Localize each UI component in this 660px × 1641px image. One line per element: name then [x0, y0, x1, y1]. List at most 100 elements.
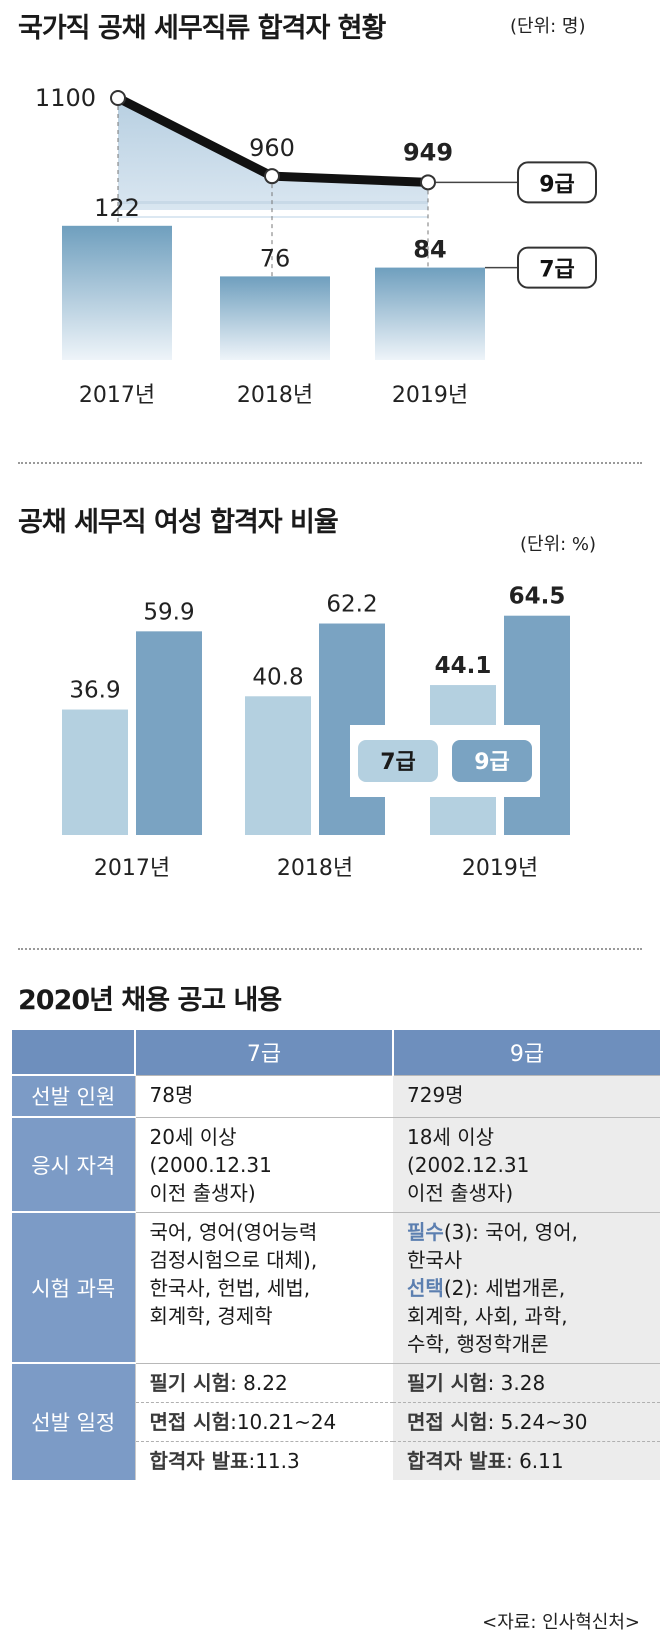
x-tick-label: 2017년 [94, 856, 170, 881]
table-row: 선발 인원 78명 729명 [12, 1074, 660, 1117]
quota-7grade: 78명 [134, 1074, 393, 1117]
choice-text: (2): 세법개론, [443, 1275, 566, 1300]
legend-label-7: 7급 [380, 750, 416, 775]
chart2-title: 공채 세무직 여성 합격자 비율 [18, 507, 339, 538]
bar-7grade [375, 267, 485, 360]
schedule-item-label: 면접 시험 [149, 1409, 231, 1434]
table-row: 응시 자격 20세 이상 (2000.12.31 이전 출생자) 18세 이상 … [12, 1116, 660, 1212]
schedule-9-interview: 면접 시험: 5.24~30 [393, 1401, 660, 1441]
x-tick-label: 2019년 [392, 383, 468, 408]
line-point [264, 168, 280, 185]
bar-7grade [220, 276, 330, 360]
source-note: <자료: 인사혁신처> [482, 1612, 640, 1633]
area-gap [118, 210, 428, 216]
bar-value-label: 122 [94, 194, 140, 222]
line-value-label: 1100 [35, 84, 96, 112]
x-tick-label: 2018년 [277, 856, 353, 881]
schedule-item-label: 합격자 발표 [407, 1448, 506, 1473]
line-area [118, 98, 428, 218]
section-divider-1 [18, 462, 642, 464]
schedule-9-announce: 합격자 발표: 6.11 [393, 1440, 660, 1480]
schedule-7-value: :10.21~24 [230, 1409, 337, 1434]
row-label-schedule: 선발 일정 [12, 1362, 135, 1480]
schedule-item-label: 합격자 발표 [149, 1448, 249, 1473]
bar-9grade [136, 631, 202, 835]
bar-7grade [245, 696, 311, 835]
row-label-subjects: 시험 과목 [12, 1211, 135, 1363]
table-row: 선발 일정 필기 시험: 8.22 필기 시험: 3.28 [12, 1362, 660, 1480]
schedule-7-written: 필기 시험: 8.22 [134, 1362, 393, 1402]
subjects-9-line: 한국사 [407, 1247, 463, 1272]
header-7grade: 7급 [134, 1030, 393, 1075]
line-value-label: 949 [403, 138, 453, 166]
table-header-row: 7급 9급 [12, 1030, 660, 1075]
subjects-9-choice: 선택(2): 세법개론, [407, 1274, 652, 1302]
line-point [420, 174, 436, 191]
schedule-item-label: 면접 시험 [407, 1409, 488, 1434]
legend-swatch-7 [358, 740, 438, 782]
bar-value-label: 36.9 [69, 678, 120, 704]
recruitment-table: 7급 9급 선발 인원 78명 729명 응시 자격 20세 이상 (2000.… [12, 1030, 660, 1480]
line-value-label: 960 [249, 134, 295, 162]
legend-box-7 [517, 246, 597, 289]
choice-label: 선택 [407, 1275, 444, 1300]
bar-value-label: 84 [413, 236, 446, 264]
eligibility-7-line: (2000.12.31 [149, 1152, 272, 1177]
schedule-7-value: :11.3 [248, 1448, 300, 1473]
eligibility-9-line: 이전 출생자) [407, 1180, 514, 1205]
chart1-unit: (단위: 명) [510, 16, 586, 37]
chart2-unit: (단위: %) [520, 534, 597, 555]
bar-value-label: 76 [260, 244, 291, 272]
legend-label-7: 7급 [539, 258, 575, 283]
chart1-svg: 122 2017년 76 2018년 84 2019년 1100 960 949 9급 7급 [35, 84, 597, 408]
subjects-7grade: 국어, 영어(영어능력 검정시험으로 대체), 한국사, 헌법, 세법, 회계학… [134, 1211, 393, 1363]
header-9grade: 9급 [392, 1030, 660, 1075]
line-point [110, 90, 126, 106]
schedule-9-value: : 5.24~30 [487, 1409, 588, 1434]
legend-label-9: 9급 [539, 172, 575, 197]
schedule-9-value: : 6.11 [505, 1448, 564, 1473]
section-divider-2 [18, 948, 642, 950]
subjects-9grade: 필수(3): 국어, 영어, 한국사 선택(2): 세법개론, 회계학, 사회,… [393, 1211, 660, 1363]
table-row: 면접 시험:10.21~24 면접 시험: 5.24~30 [12, 1401, 660, 1441]
table-row: 시험 과목 국어, 영어(영어능력 검정시험으로 대체), 한국사, 헌법, 세… [12, 1211, 660, 1363]
required-label: 필수 [407, 1219, 444, 1244]
area-band [118, 201, 428, 204]
bar-value-label: 44.1 [435, 653, 492, 679]
x-tick-label: 2017년 [79, 383, 155, 408]
subjects-7-line: 검정시험으로 대체), [149, 1247, 318, 1272]
legend-box-9 [517, 161, 597, 204]
legend-label-9: 9급 [474, 750, 510, 775]
bar-value-label: 64.5 [509, 584, 566, 610]
chart1-title: 국가직 공채 세무직류 합격자 현황 [18, 13, 386, 44]
schedule-9-value: : 3.28 [487, 1370, 546, 1395]
required-text: (3): 국어, 영어, [443, 1219, 578, 1244]
eligibility-9-line: (2002.12.31 [407, 1152, 530, 1177]
schedule-9-written: 필기 시험: 3.28 [393, 1362, 660, 1402]
subjects-9-line: 수학, 행정학개론 [407, 1331, 549, 1356]
bar-7grade [62, 225, 172, 360]
subjects-7-line: 회계학, 경제학 [149, 1303, 273, 1328]
table-row: 합격자 발표:11.3 합격자 발표: 6.11 [12, 1440, 660, 1480]
eligibility-7-line: 이전 출생자) [149, 1180, 256, 1205]
x-tick-label: 2018년 [237, 383, 313, 408]
bar-value-label: 62.2 [326, 592, 377, 618]
subjects-7-line: 한국사, 헌법, 세법, [149, 1275, 311, 1300]
subjects-9-required: 필수(3): 국어, 영어, [407, 1218, 652, 1246]
chart2-svg: 36.9 59.9 2017년 40.8 62.2 2018년 44.1 64.5 2019년 7… [62, 584, 570, 881]
eligibility-7-line: 20세 이상 [149, 1124, 237, 1149]
eligibility-9grade: 18세 이상 (2002.12.31 이전 출생자) [393, 1116, 660, 1212]
schedule-7-announce: 합격자 발표:11.3 [134, 1440, 393, 1480]
schedule-7-interview: 면접 시험:10.21~24 [134, 1401, 393, 1441]
schedule-7-value: : 8.22 [230, 1370, 288, 1395]
table-corner [12, 1030, 135, 1075]
schedule-item-label: 필기 시험 [149, 1370, 231, 1395]
bar-value-label: 59.9 [143, 599, 194, 625]
row-label-quota: 선발 인원 [12, 1074, 135, 1117]
row-label-eligibility: 응시 자격 [12, 1116, 135, 1212]
subjects-7-line: 국어, 영어(영어능력 [149, 1219, 318, 1244]
subjects-9-line: 회계학, 사회, 과학, [407, 1303, 568, 1328]
table-title: 2020년 채용 공고 내용 [18, 985, 282, 1016]
bar-value-label: 40.8 [252, 664, 303, 690]
x-tick-label: 2019년 [462, 856, 538, 881]
